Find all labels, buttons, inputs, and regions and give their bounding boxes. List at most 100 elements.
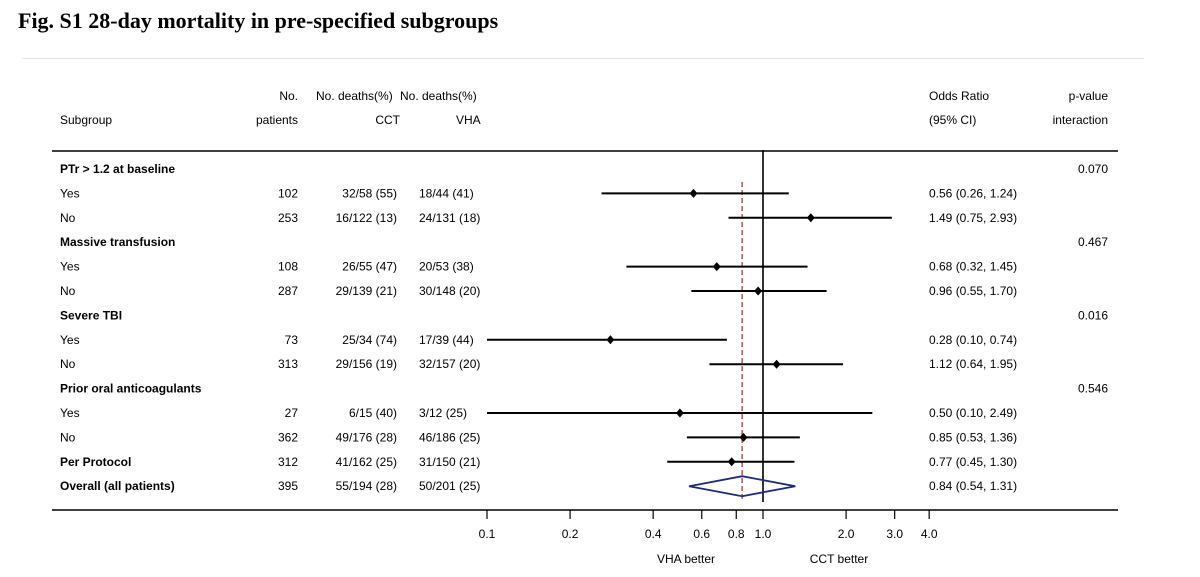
patients-count: 313 [278,357,298,371]
subgroup-label: Massive transfusion [60,235,175,249]
header-p-line1: p-value [1069,89,1109,103]
header-patients-line1: No. [279,89,298,103]
table-row: PTr > 1.2 at baseline 0.070 [60,162,1108,176]
subgroup-label: No [60,284,76,298]
patients-count: 27 [285,406,299,420]
patients-count: 395 [278,479,298,493]
odds-ratio-ci: 1.49 (0.75, 2.93) [929,211,1017,225]
header-patients-line2: patients [256,113,298,127]
vha-deaths: 50/201 (25) [419,479,480,493]
subgroup-label: No [60,211,76,225]
subgroup-label: Yes [60,260,80,274]
table-row: Per Protocol 312 41/162 (25) 31/150 (21) 0.7… [60,455,1017,469]
vha-deaths: 31/150 (21) [419,455,480,469]
table-row: Yes 108 26/55 (47) 20/53 (38) 0.68 (0.32, 1.… [60,260,1017,274]
odds-ratio-ci: 1.12 (0.64, 1.95) [929,357,1017,371]
vha-deaths: 46/186 (25) [419,430,480,444]
axis-tick-label: 3.0 [886,527,903,541]
odds-ratio-ci: 0.28 (0.10, 0.74) [929,333,1017,347]
x-axis: 0.1 0.2 0.4 0.6 0.8 1.0 2.0 3.0 4.0 [479,510,938,541]
patients-count: 362 [278,430,298,444]
point-estimate-marker [754,286,763,296]
overall-diamond [688,475,796,498]
p-value-interaction: 0.070 [1078,162,1108,176]
point-estimate-marker [689,188,698,198]
patients-count: 287 [278,284,298,298]
axis-tick-label: 0.1 [479,527,496,541]
vha-deaths: 24/131 (18) [419,211,480,225]
axis-tick-label: 0.2 [562,527,579,541]
p-value-interaction: 0.546 [1078,382,1108,396]
patients-count: 108 [278,260,298,274]
vha-deaths: 32/157 (20) [419,357,480,371]
point-estimate-marker [772,359,781,369]
subgroup-rows: PTr > 1.2 at baseline 0.070 Yes 102 32/58 (5… [60,162,1108,493]
subgroup-label: Severe TBI [60,308,122,322]
odds-ratio-ci: 0.84 (0.54, 1.31) [929,479,1017,493]
p-value-interaction: 0.016 [1078,308,1108,322]
cct-deaths: 29/156 (19) [336,357,397,371]
table-row: No 287 29/139 (21) 30/148 (20) 0.96 (0.55, 1… [60,284,1017,298]
page-title: Fig. S1 28-day mortality in pre-specifie… [18,8,499,33]
header-vha-line2: VHA [456,113,481,127]
vha-deaths: 3/12 (25) [419,406,467,420]
subgroup-label: Overall (all patients) [60,479,175,493]
header-vha-line1: No. deaths(%) [400,89,477,103]
patients-count: 253 [278,211,298,225]
header-cct-line2: CCT [375,113,400,127]
table-row: No 253 16/122 (13) 24/131 (18) 1.49 (0.75, 2… [60,211,1017,225]
table-row: No 313 29/156 (19) 32/157 (20) 1.12 (0.64, 1… [60,357,1017,371]
patients-count: 102 [278,186,298,200]
table-row: Prior oral anticoagulants 0.546 [60,382,1108,396]
cct-deaths: 32/58 (55) [342,186,397,200]
point-estimate-marker [712,262,721,272]
patients-count: 312 [278,455,298,469]
top-divider [22,58,1144,59]
cct-deaths: 55/194 (28) [336,479,397,493]
cct-deaths: 41/162 (25) [336,455,397,469]
axis-tick-label: 0.6 [693,527,710,541]
cct-deaths: 6/15 (40) [349,406,397,420]
column-headers: No. No. deaths(%) No. deaths(%) Odds Rat… [60,89,1108,127]
axis-tick-label: 1.0 [755,527,772,541]
plot-marks [487,150,892,502]
subgroup-label: Yes [60,186,80,200]
table-row: Massive transfusion 0.467 [60,235,1108,249]
left-direction-label: VHA better [657,552,715,566]
point-estimate-marker [606,335,615,345]
axis-tick-label: 0.4 [645,527,662,541]
subgroup-label: PTr > 1.2 at baseline [60,162,175,176]
table-row: Yes 27 6/15 (40) 3/12 (25) 0.50 (0.10, 2.49) [60,406,1017,420]
header-or-line1: Odds Ratio [929,89,989,103]
axis-tick-label: 4.0 [921,527,938,541]
table-row: Severe TBI 0.016 [60,308,1108,322]
subgroup-label: Per Protocol [60,455,131,469]
subgroup-label: No [60,357,76,371]
p-value-interaction: 0.467 [1078,235,1108,249]
header-p-line2: interaction [1053,113,1108,127]
axis-tick-label: 2.0 [838,527,855,541]
point-estimate-marker [727,457,736,467]
point-estimate-marker [806,213,815,223]
odds-ratio-ci: 0.56 (0.26, 1.24) [929,186,1017,200]
axis-tick-label: 0.8 [728,527,745,541]
point-estimate-marker [739,432,748,442]
odds-ratio-ci: 0.68 (0.32, 1.45) [929,260,1017,274]
table-row: Overall (all patients) 395 55/194 (28) 50/2… [60,479,1017,493]
table-row: Yes 73 25/34 (74) 17/39 (44) 0.28 (0.10, 0.7… [60,333,1017,347]
vha-deaths: 30/148 (20) [419,284,480,298]
table-row: Yes 102 32/58 (55) 18/44 (41) 0.56 (0.26, 1.… [60,186,1017,200]
patients-count: 73 [285,333,299,347]
subgroup-label: No [60,430,76,444]
odds-ratio-ci: 0.85 (0.53, 1.36) [929,430,1017,444]
odds-ratio-ci: 0.77 (0.45, 1.30) [929,455,1017,469]
vha-deaths: 20/53 (38) [419,260,474,274]
subgroup-label: Yes [60,333,80,347]
header-subgroup: Subgroup [60,113,112,127]
cct-deaths: 26/55 (47) [342,260,397,274]
point-estimate-marker [675,408,684,418]
odds-ratio-ci: 0.96 (0.55, 1.70) [929,284,1017,298]
vha-deaths: 18/44 (41) [419,186,474,200]
cct-deaths: 49/176 (28) [336,430,397,444]
